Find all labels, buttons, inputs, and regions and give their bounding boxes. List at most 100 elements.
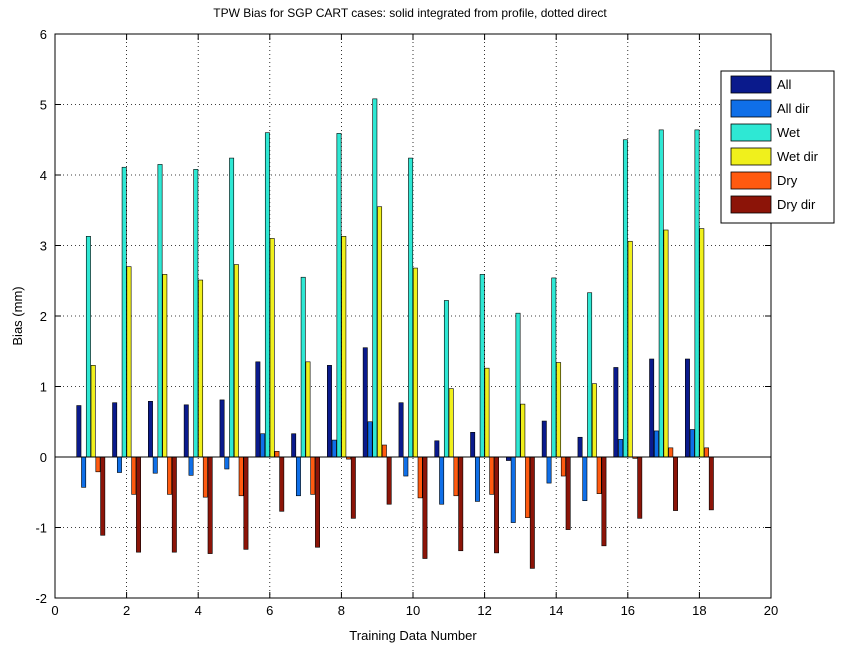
bar-dry-dir xyxy=(601,456,607,547)
bar-wet-dir xyxy=(627,240,633,458)
x-tick-label: 20 xyxy=(764,603,778,618)
bar-all-dir xyxy=(689,429,695,458)
bar-dry-dir xyxy=(279,456,285,512)
bar-all-dir xyxy=(546,456,552,484)
y-tick-label: 1 xyxy=(40,380,47,395)
bar-dry xyxy=(453,456,459,497)
legend-label: All xyxy=(777,77,792,92)
bar-all-dir xyxy=(81,456,87,488)
bar-dry-dir xyxy=(529,456,535,569)
bar-all-dir xyxy=(653,430,659,458)
bar-wet xyxy=(479,274,485,458)
bar-wet xyxy=(658,129,664,458)
bar-all-dir xyxy=(439,456,445,505)
legend-swatch xyxy=(730,147,772,166)
bar-wet-dir xyxy=(377,206,383,458)
y-tick-label: 4 xyxy=(40,168,47,183)
legend-swatch xyxy=(730,99,772,118)
bar-dry xyxy=(202,456,208,498)
bar-wet xyxy=(372,98,378,458)
bar-dry xyxy=(167,456,173,495)
bar-dry xyxy=(238,456,244,497)
bar-wet-dir xyxy=(126,266,132,458)
bar-all xyxy=(327,365,332,458)
legend-swatch xyxy=(730,171,772,190)
bar-wet xyxy=(300,276,306,458)
bar-all xyxy=(112,402,118,458)
x-tick-label: 8 xyxy=(338,603,345,618)
bar-all-dir xyxy=(582,456,588,502)
bar-wet-dir xyxy=(448,388,454,458)
bar-wet xyxy=(157,164,163,458)
bar-wet-dir xyxy=(556,362,562,458)
bar-all-dir xyxy=(152,456,158,474)
bar-dry xyxy=(704,447,710,458)
legend: All All dir Wet Wet dir Dry Dry dir xyxy=(720,70,835,224)
bar-dry-dir xyxy=(386,456,392,505)
axes-box xyxy=(54,33,772,599)
bar-wet-dir xyxy=(699,228,705,458)
y-axis-label: Bias (mm) xyxy=(10,286,25,345)
x-tick-label: 10 xyxy=(406,603,420,618)
bar-all xyxy=(649,358,655,458)
x-tick-label: 0 xyxy=(51,603,58,618)
bar-dry xyxy=(596,456,602,494)
bar-wet xyxy=(551,277,557,458)
bar-all-dir xyxy=(224,456,230,470)
x-tick-label: 14 xyxy=(549,603,563,618)
x-tick-label: 2 xyxy=(123,603,130,618)
x-tick-label: 4 xyxy=(195,603,202,618)
y-tick-label: 2 xyxy=(40,309,47,324)
bar-dry-dir xyxy=(243,456,249,550)
legend-label: Wet xyxy=(777,125,800,140)
x-tick-label: 16 xyxy=(621,603,635,618)
bar-all-dir xyxy=(188,456,194,476)
bar-wet-dir xyxy=(591,383,597,458)
bar-wet xyxy=(622,139,628,458)
bar-wet xyxy=(443,300,449,458)
legend-label: Wet dir xyxy=(777,149,819,164)
bar-all-dir xyxy=(510,456,516,523)
bar-dry xyxy=(417,456,423,499)
bar-all xyxy=(506,456,511,461)
y-tick-label: -1 xyxy=(35,521,47,536)
bar-wet-dir xyxy=(663,229,669,458)
bar-all xyxy=(255,361,261,458)
bar-dry xyxy=(95,456,101,473)
x-tick-label: 12 xyxy=(477,603,491,618)
bar-all xyxy=(219,399,225,458)
legend-label: All dir xyxy=(777,101,810,116)
bar-wet xyxy=(121,166,127,458)
bar-dry-dir xyxy=(708,456,714,511)
bar-all xyxy=(362,347,368,458)
bar-dry-dir xyxy=(494,456,499,554)
bar-wet xyxy=(264,132,270,458)
bar-all xyxy=(434,440,440,458)
y-tick-label: 0 xyxy=(40,450,47,465)
bar-all-dir xyxy=(116,456,122,473)
bar-wet-dir xyxy=(198,279,204,458)
bar-wet-dir xyxy=(484,367,490,458)
bar-wet-dir xyxy=(162,274,168,458)
bar-wet-dir xyxy=(412,267,418,458)
bar-all-dir xyxy=(474,456,480,502)
bar-dry-dir xyxy=(100,456,106,536)
bar-all xyxy=(685,358,690,458)
bar-wet-dir xyxy=(269,238,275,458)
bar-dry xyxy=(310,456,316,495)
bar-all xyxy=(541,420,547,458)
bar-dry-dir xyxy=(171,456,177,553)
bar-wet-dir xyxy=(305,361,311,458)
bar-dry-dir xyxy=(315,456,320,548)
y-tick-label: 3 xyxy=(40,239,47,254)
bar-dry-dir xyxy=(207,456,213,554)
bar-all xyxy=(76,405,82,458)
bar-all-dir xyxy=(260,433,266,458)
bar-dry-dir xyxy=(136,456,141,553)
bar-dry xyxy=(668,447,674,458)
bar-dry-dir xyxy=(350,456,356,519)
bar-dry-dir xyxy=(637,456,643,519)
bar-all xyxy=(398,402,404,458)
bar-wet-dir xyxy=(90,365,96,458)
